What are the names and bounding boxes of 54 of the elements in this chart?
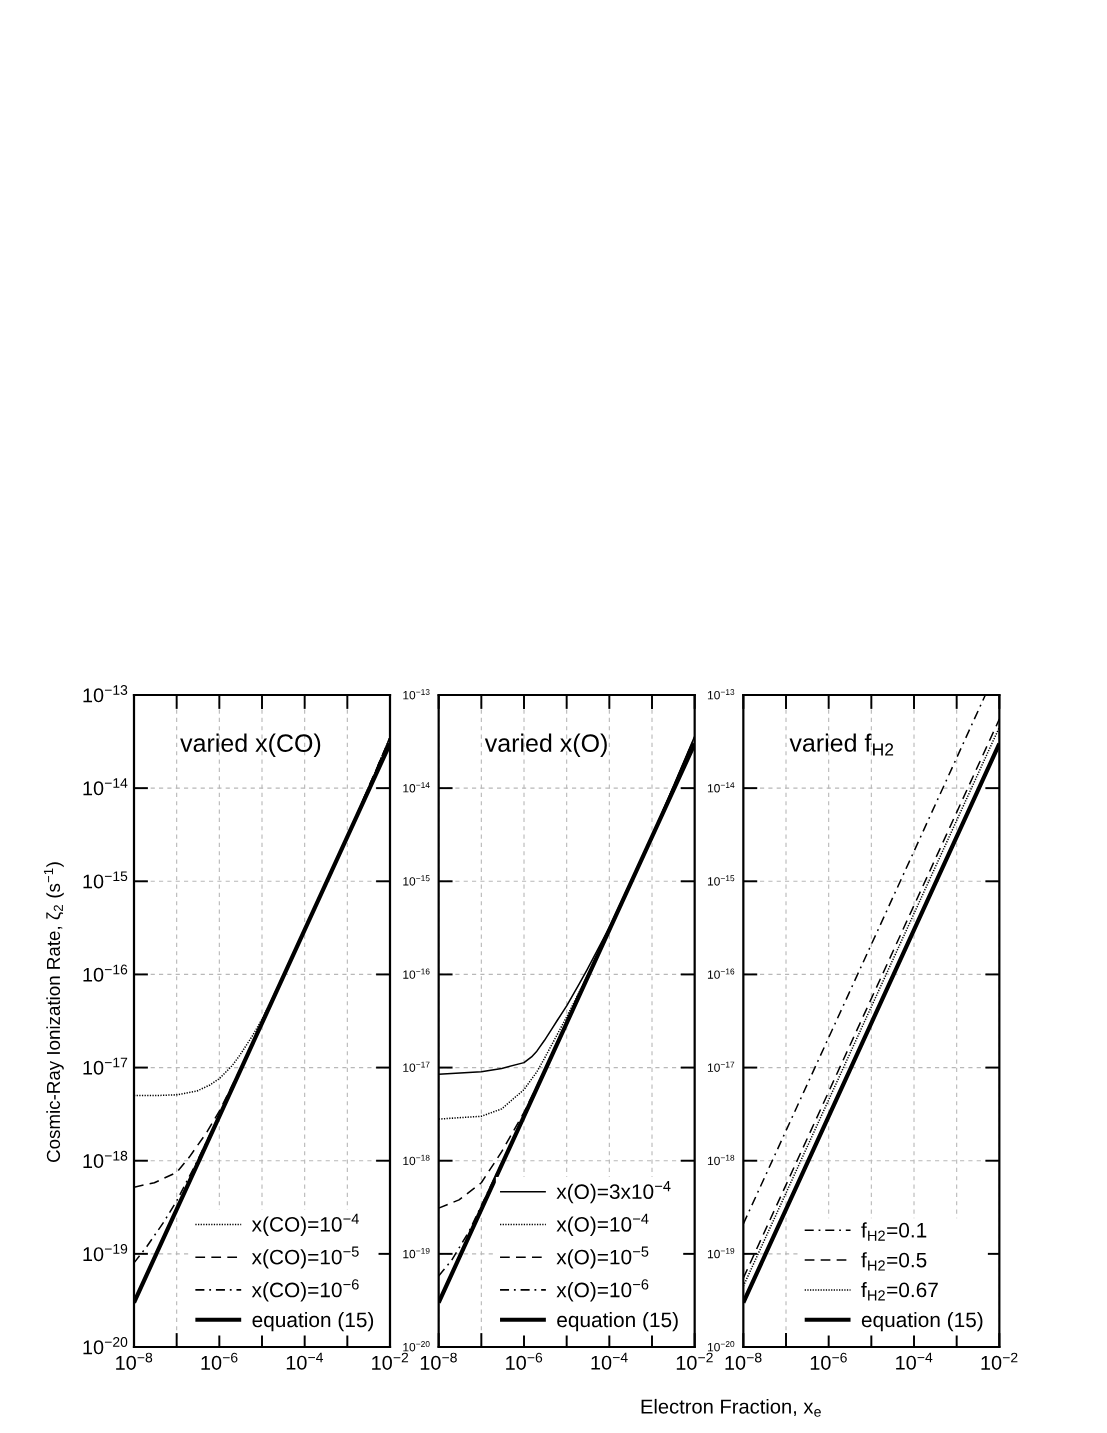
legend-label: x(CO)=10$^{−6}$ <box>251 1279 359 1302</box>
x-tick-label: 10$^{−8}$ <box>725 1352 762 1370</box>
y-tick-label: 10$^{−16}$ <box>707 968 735 979</box>
legend-label: x(O)=10$^{−4}$ <box>556 1213 649 1236</box>
text: varied x(O) <box>484 733 607 757</box>
y-tick-label: 10$^{−14}$ <box>83 778 128 796</box>
y-tick-label: 10$^{−17}$ <box>707 1061 735 1072</box>
legend-label: x(O)=10$^{−5}$ <box>556 1246 649 1269</box>
y-tick-label: 10$^{−20}$ <box>403 1341 430 1352</box>
legend-label: x(CO)=10$^{−5}$ <box>251 1246 359 1269</box>
y-tick-label: 10$^{−14}$ <box>707 782 735 793</box>
y-tick-label: 10$^{−19}$ <box>403 1247 430 1259</box>
legend-label: f$_{H2}$=0.5 <box>861 1252 927 1271</box>
x-tick-label: 10$^{−4}$ <box>896 1352 933 1370</box>
legend-label: equation (15) <box>557 1311 678 1332</box>
y-tick-label: 10$^{−18}$ <box>83 1150 128 1169</box>
y-tick-label: 10$^{−15}$ <box>707 875 735 886</box>
y-tick-label: 10$^{−13}$ <box>83 685 128 703</box>
x-tick-label: 10$^{−6}$ <box>201 1352 238 1370</box>
x-tick-label: 10$^{−2}$ <box>676 1352 713 1370</box>
x-tick-label: 10$^{−4}$ <box>591 1352 628 1370</box>
y-tick-label: 10$^{−15}$ <box>403 875 430 886</box>
y-tick-label: 10$^{−20}$ <box>83 1337 128 1355</box>
y-tick-label: 10$^{−14}$ <box>403 782 430 793</box>
y-tick-label: 10$^{−13}$ <box>707 689 735 700</box>
x-tick-label: 10$^{−4}$ <box>286 1352 324 1370</box>
x-tick-label: 10$^{−8}$ <box>420 1352 457 1370</box>
legend-label: x(CO)=10$^{−4}$ <box>251 1213 359 1236</box>
x-tick-label: 10$^{−6}$ <box>506 1352 543 1370</box>
x-tick-label: 10$^{−2}$ <box>372 1352 409 1370</box>
y-tick-label: 10$^{−18}$ <box>707 1154 735 1166</box>
legend-label: equation (15) <box>861 1311 983 1332</box>
y-tick-label: 10$^{−17}$ <box>83 1057 128 1075</box>
y-axis-title: Cosmic-Ray Ionization Rate, ζ$_{2}$ (s$^{−1}$) <box>43 862 64 1162</box>
y-tick-label: 10$^{−16}$ <box>403 968 430 979</box>
text: varied x(CO) <box>180 733 321 757</box>
y-tick-label: 10$^{−19}$ <box>707 1247 735 1259</box>
y-tick-label: 10$^{−16}$ <box>83 964 128 982</box>
y-tick-label: 10$^{−18}$ <box>403 1154 430 1166</box>
legend-label: equation (15) <box>252 1311 374 1332</box>
y-tick-label: 10$^{−15}$ <box>83 871 128 889</box>
legend-label: f$_{H2}$=0.67 <box>861 1282 938 1301</box>
x-tick-label: 10$^{−6}$ <box>810 1352 847 1370</box>
text: varied f$_{H2}$ <box>789 733 894 756</box>
y-tick-label: 10$^{−20}$ <box>707 1341 735 1352</box>
x-axis-title: Electron Fraction, x$_{e}$ <box>641 1398 821 1417</box>
y-tick-label: 10$^{−17}$ <box>403 1061 430 1072</box>
legend-label: x(O)=10$^{−6}$ <box>556 1279 649 1302</box>
y-tick-label: 10$^{−19}$ <box>83 1243 128 1262</box>
y-tick-label: 10$^{−13}$ <box>403 689 430 700</box>
legend-label: f$_{H2}$=0.1 <box>861 1222 927 1241</box>
x-tick-label: 10$^{−2}$ <box>981 1352 1018 1370</box>
x-tick-label: 10$^{−8}$ <box>116 1352 153 1370</box>
legend-label: x(O)=3x10$^{−4}$ <box>556 1181 671 1204</box>
